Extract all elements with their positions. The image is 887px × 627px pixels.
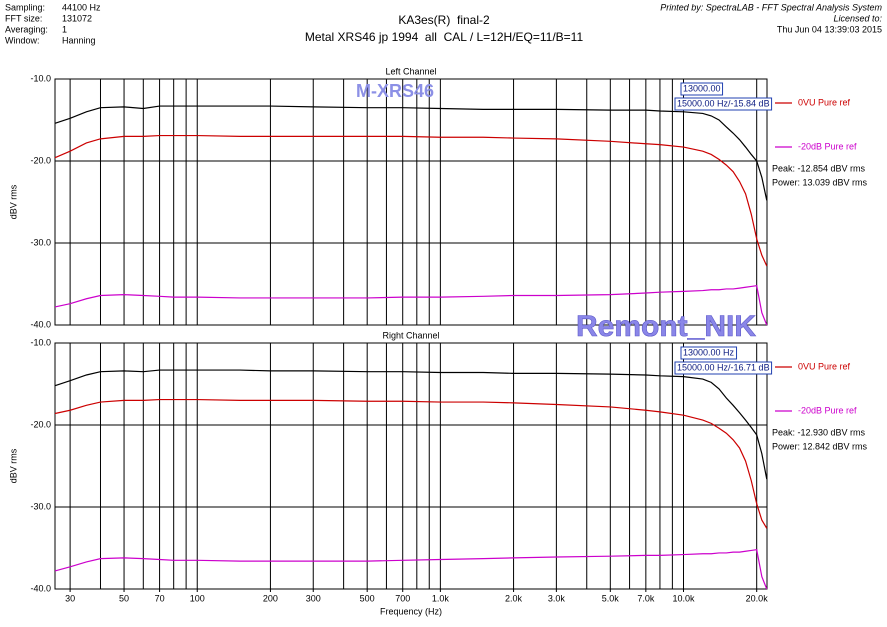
print-date: Thu Jun 04 13:39:03 2015 xyxy=(777,24,882,34)
data-line xyxy=(54,284,768,326)
x-tick-label: 200 xyxy=(263,593,278,603)
data-line xyxy=(54,548,768,590)
marker-box xyxy=(680,82,724,96)
marker-label: 15000.00 Hz/-15.84 dB xyxy=(677,98,770,108)
x-tick-label: 700 xyxy=(395,593,410,603)
watermark: M-XRS46 xyxy=(356,81,434,101)
panel-title: Right Channel xyxy=(382,330,439,340)
legend-label: -20dB Pure ref xyxy=(798,405,857,415)
x-tick-label: 30 xyxy=(65,593,75,603)
watermark: Remont_NIK xyxy=(576,310,756,343)
x-tick-label: 1.0k xyxy=(432,593,450,603)
marker-box xyxy=(674,361,773,375)
x-axis-label: Frequency (Hz) xyxy=(380,606,442,616)
info-value: 44100 Hz xyxy=(62,2,101,12)
data-line xyxy=(54,369,768,480)
legend-label: 0VU Pure ref xyxy=(798,361,851,371)
info-label: Window: xyxy=(5,35,40,45)
y-tick-label: -40.0 xyxy=(30,583,51,593)
y-tick-label: -20.0 xyxy=(30,419,51,429)
legend-label: -20dB Pure ref xyxy=(798,141,857,151)
x-tick-label: 7.0k xyxy=(637,593,655,603)
marker-box xyxy=(680,346,738,360)
y-axis-label: dBV rms xyxy=(8,184,18,219)
y-tick-label: -10.0 xyxy=(30,73,51,83)
x-tick-label: 100 xyxy=(190,593,205,603)
x-tick-label: 70 xyxy=(155,593,165,603)
marker-box xyxy=(674,97,773,111)
x-tick-label: 10.0k xyxy=(672,593,695,603)
marker-label: 13000.00 Hz xyxy=(683,347,735,357)
legend-label: 0VU Pure ref xyxy=(798,97,851,107)
x-tick-label: 20.0k xyxy=(746,593,769,603)
info-value: Hanning xyxy=(62,35,96,45)
x-tick-label: 50 xyxy=(119,593,129,603)
x-tick-label: 500 xyxy=(360,593,375,603)
title: KA3es(R) final-2 xyxy=(398,13,490,27)
licensed-to: Licensed to: xyxy=(833,13,882,23)
readout: Peak: -12.930 dBV rms xyxy=(772,427,866,437)
x-tick-label: 2.0k xyxy=(505,593,523,603)
x-tick-label: 300 xyxy=(306,593,321,603)
readout: Peak: -12.854 dBV rms xyxy=(772,163,866,173)
y-tick-label: -30.0 xyxy=(30,237,51,247)
printed-by: Printed by: SpectraLAB - FFT Spectral An… xyxy=(660,2,882,12)
y-tick-label: -10.0 xyxy=(30,337,51,347)
marker-label: 15000.00 Hz/-16.71 dB xyxy=(677,362,770,372)
data-line xyxy=(54,134,768,267)
y-tick-label: -30.0 xyxy=(30,501,51,511)
readout: Power: 12.842 dBV rms xyxy=(772,441,868,451)
info-label: FFT size: xyxy=(5,13,42,23)
data-line xyxy=(54,398,768,529)
info-value: 131072 xyxy=(62,13,92,23)
x-tick-label: 3.0k xyxy=(548,593,566,603)
panel-title: Left Channel xyxy=(385,66,436,76)
marker-label: 13000.00 xyxy=(683,83,721,93)
info-label: Averaging: xyxy=(5,24,48,34)
subtitle: Metal XRS46 jp 1994 all CAL / L=12H/EQ=1… xyxy=(305,30,584,44)
data-line xyxy=(54,105,768,201)
y-axis-label: dBV rms xyxy=(8,448,18,483)
y-tick-label: -40.0 xyxy=(30,319,51,329)
readout: Power: 13.039 dBV rms xyxy=(772,177,868,187)
info-label: Sampling: xyxy=(5,2,45,12)
info-value: 1 xyxy=(62,24,67,34)
x-tick-label: 5.0k xyxy=(602,593,620,603)
y-tick-label: -20.0 xyxy=(30,155,51,165)
